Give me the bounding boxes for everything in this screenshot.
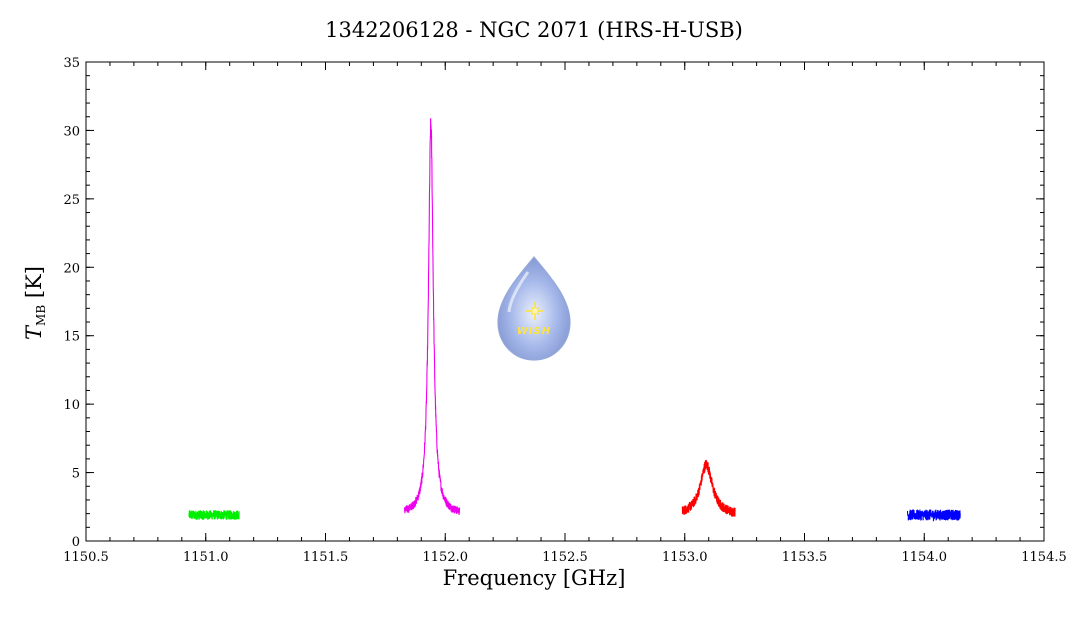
y-tick-label: 25 — [63, 193, 80, 208]
wish-logo: WISH — [497, 256, 571, 361]
x-tick-label: 1152.0 — [423, 550, 469, 565]
y-axis-symbol: T — [22, 325, 46, 340]
series-line-1 — [403, 118, 461, 515]
x-tick-label: 1153.5 — [782, 550, 828, 565]
logo-text: WISH — [517, 326, 551, 337]
y-tick-label: 30 — [63, 124, 80, 139]
y-tick-label: 10 — [63, 398, 80, 413]
x-tick-label: 1154.0 — [902, 550, 948, 565]
y-tick-label: 0 — [72, 535, 80, 550]
y-axis-unit: [K] — [22, 266, 46, 299]
y-tick-label: 5 — [72, 467, 80, 482]
series-line-2 — [681, 459, 736, 518]
y-tick-label: 15 — [63, 330, 80, 345]
series-line-0 — [188, 509, 240, 520]
x-tick-label: 1152.5 — [542, 550, 588, 565]
drop-shape — [497, 256, 571, 361]
x-tick-label: 1153.0 — [662, 550, 708, 565]
axis-ticks: 1150.5 1151.0 1151.5 1152.0 1152.5 1153.0 1153… — [63, 56, 1067, 565]
star-icon — [526, 302, 544, 320]
chart-title: 1342206128 - NGC 2071 (HRS-H-USB) — [325, 18, 743, 42]
y-axis-label: TMB [K] — [22, 233, 48, 373]
series-layer — [188, 118, 961, 522]
y-axis-subscript: MB — [34, 304, 48, 326]
drop-highlight — [507, 271, 530, 313]
y-tick-label: 35 — [63, 56, 80, 71]
x-tick-label: 1150.5 — [63, 550, 109, 565]
series-line-3 — [906, 509, 961, 522]
y-tick-label: 20 — [63, 261, 80, 276]
x-tick-label: 1151.0 — [183, 550, 229, 565]
x-tick-label: 1151.5 — [303, 550, 349, 565]
x-axis-label: Frequency [GHz] — [442, 566, 626, 590]
x-tick-label: 1154.5 — [1021, 550, 1067, 565]
